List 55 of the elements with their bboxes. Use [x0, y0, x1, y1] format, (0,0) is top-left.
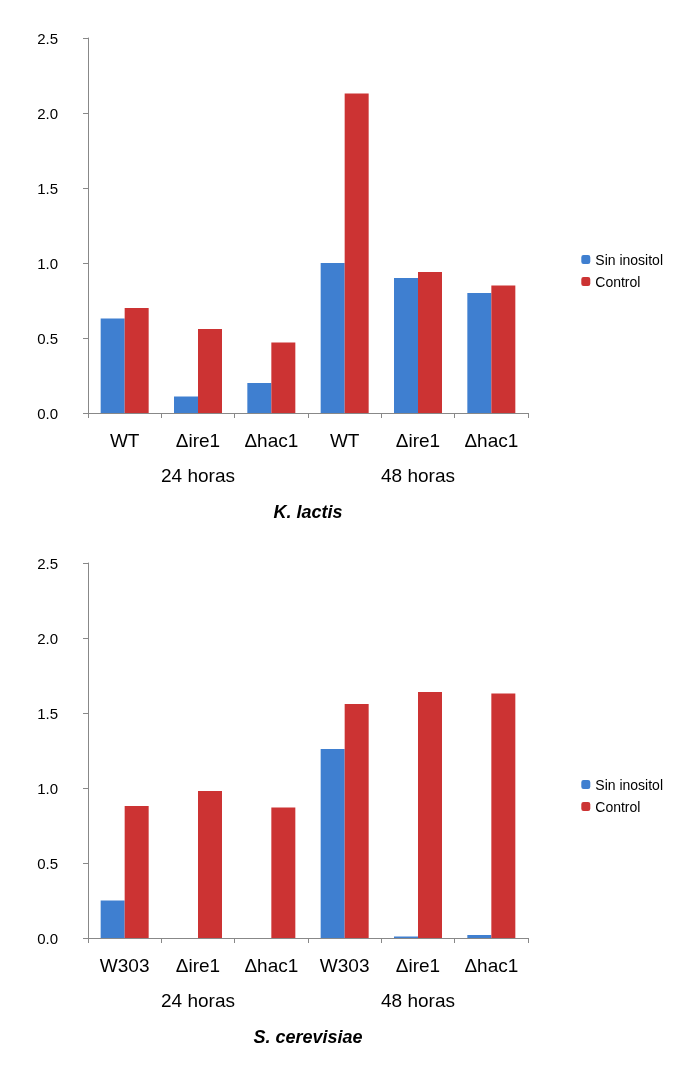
x-tick-label: Δire1 [175, 955, 221, 976]
x-tick-label: W303 [99, 955, 150, 976]
y-tick-label: 1.5 [37, 704, 58, 722]
bar [418, 272, 442, 413]
bar [100, 900, 125, 938]
bar [320, 749, 345, 938]
bar [174, 396, 198, 413]
bar [100, 318, 125, 413]
bar [344, 93, 369, 413]
x-tick-label: WT [109, 430, 140, 451]
x-tick-label: Δhac1 [464, 955, 519, 976]
legend-label: Control [595, 273, 641, 290]
x-tick-label: Δhac1 [244, 430, 299, 451]
x-tick-label: Δhac1 [244, 955, 299, 976]
legend-label: Control [595, 798, 641, 815]
bar [344, 704, 369, 938]
bar [271, 807, 296, 938]
bar [491, 693, 516, 938]
y-tick-label: 2.5 [37, 554, 58, 572]
y-tick-label: 0.0 [37, 404, 58, 422]
bar [198, 329, 222, 413]
bar [124, 806, 149, 938]
text: 48 horas [381, 465, 455, 486]
x-tick-label: Δire1 [395, 430, 441, 451]
x-axis-title: K. lactis [273, 502, 343, 522]
bar [491, 285, 516, 413]
x-tick-label: Δire1 [175, 430, 221, 451]
y-tick-label: 2.0 [37, 104, 58, 122]
bar [198, 791, 222, 938]
y-tick-label: 0.0 [37, 929, 58, 947]
bar [320, 263, 345, 413]
legend-label: Sin inositol [595, 251, 663, 268]
y-tick-label: 1.0 [37, 254, 58, 272]
bar [394, 278, 418, 413]
y-tick-label: 0.5 [37, 854, 58, 872]
x-tick-label: W303 [319, 955, 370, 976]
x-tick-label: Δhac1 [464, 430, 519, 451]
bar [124, 308, 149, 413]
x-tick-label: WT [329, 430, 360, 451]
text: 48 horas [381, 990, 455, 1011]
x-axis-title: S. cerevisiae [253, 1027, 363, 1047]
text: 24 horas [161, 465, 235, 486]
legend-label: Sin inositol [595, 776, 663, 793]
bar [418, 692, 442, 938]
bar [467, 935, 492, 938]
y-tick-label: 2.0 [37, 629, 58, 647]
x-tick-label: Δire1 [395, 955, 441, 976]
y-tick-label: 1.0 [37, 779, 58, 797]
text: 24 horas [161, 990, 235, 1011]
bar [467, 293, 492, 413]
bar [247, 383, 272, 413]
y-tick-label: 1.5 [37, 179, 58, 197]
bar [271, 342, 296, 413]
y-tick-label: 2.5 [37, 29, 58, 47]
y-tick-label: 0.5 [37, 329, 58, 347]
